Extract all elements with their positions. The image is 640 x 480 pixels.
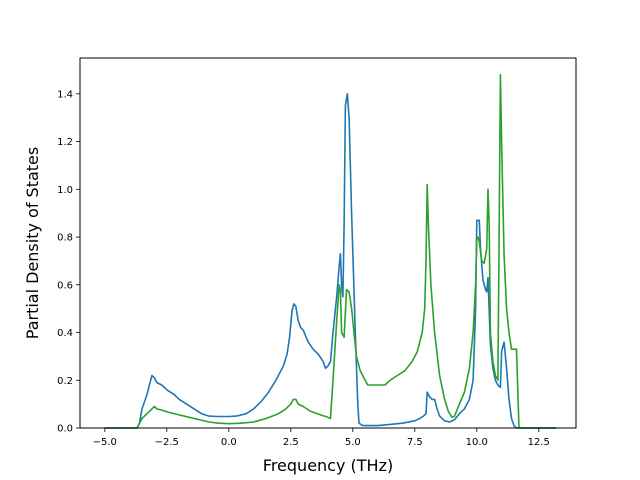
x-axis-ticks: −5.0 −2.5 0.0 2.5 5.0 7.5 10.0 12.5 (93, 428, 550, 448)
x-tick-label: 5.0 (345, 437, 361, 448)
y-tick-label: 0.8 (57, 233, 73, 244)
x-tick-label: 7.5 (407, 437, 423, 448)
series-line-1 (104, 93, 557, 429)
y-axis-label: Partial Density of States (23, 147, 42, 339)
y-axis-ticks: 0.0 0.2 0.4 0.6 0.8 1.0 1.2 1.4 (57, 89, 80, 435)
series-line-2 (104, 73, 557, 429)
plot-frame (79, 57, 577, 429)
x-axis-label: Frequency (THz) (263, 456, 393, 475)
x-tick-label: −5.0 (93, 437, 117, 448)
y-tick-label: 0.2 (57, 376, 73, 387)
x-tick-label: −2.5 (155, 437, 179, 448)
x-tick-label: 2.5 (283, 437, 299, 448)
x-tick-label: 0.0 (221, 437, 237, 448)
y-tick-label: 0.4 (57, 328, 73, 339)
x-tick-label: 12.5 (528, 437, 550, 448)
y-tick-label: 0.0 (57, 424, 73, 435)
y-tick-label: 1.4 (57, 89, 73, 100)
series-layer (104, 73, 557, 429)
y-tick-label: 1.0 (57, 185, 73, 196)
y-tick-label: 0.6 (57, 280, 73, 291)
x-tick-label: 10.0 (466, 437, 488, 448)
y-tick-label: 1.2 (57, 137, 73, 148)
